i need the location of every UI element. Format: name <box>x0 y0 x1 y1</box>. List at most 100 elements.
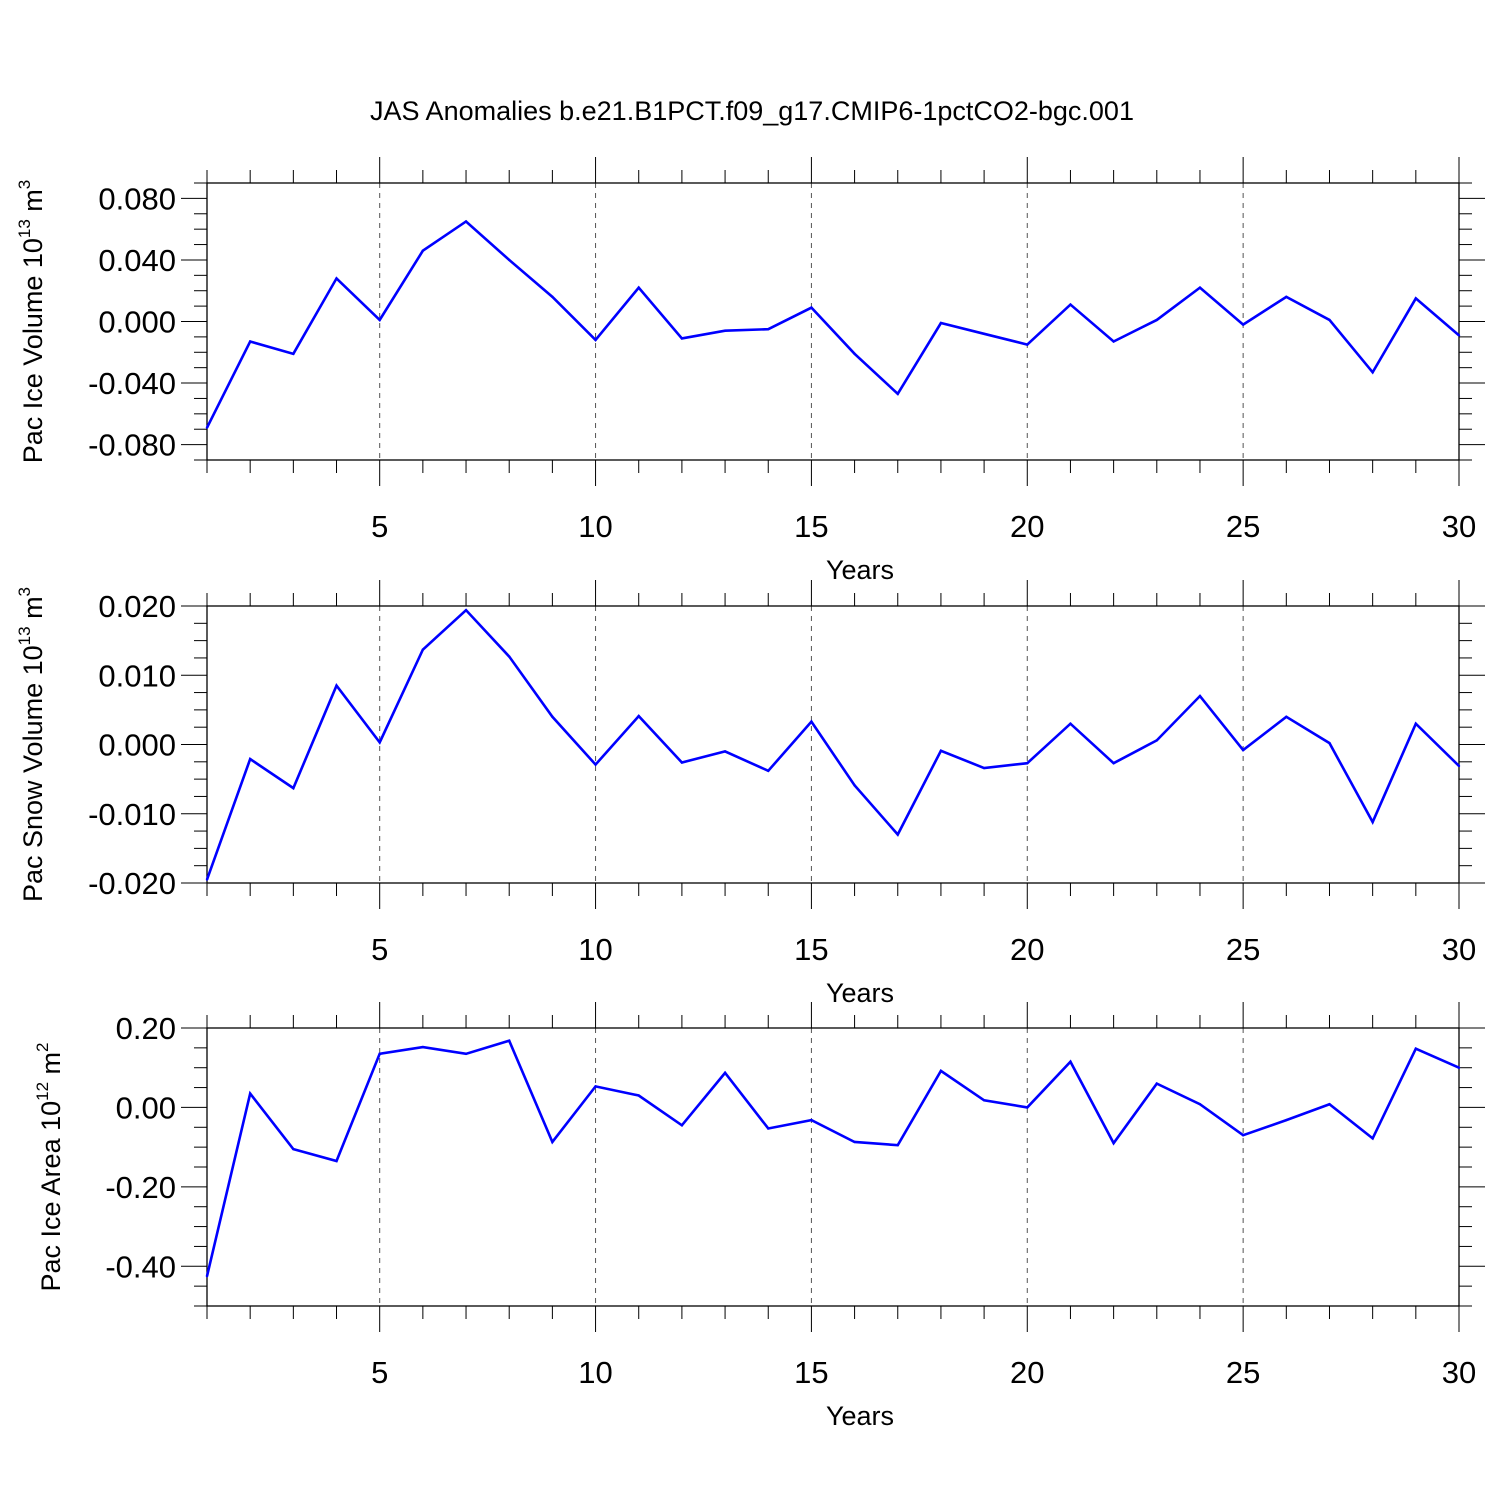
data-point <box>551 295 554 299</box>
data-point <box>939 749 943 752</box>
y-axis-title-superscript: 13 <box>15 219 34 238</box>
y-tick-label: -0.20 <box>105 1170 176 1205</box>
data-point <box>1155 739 1158 742</box>
data-point <box>292 352 295 356</box>
y-tick-label: 0.000 <box>98 305 176 340</box>
data-point <box>1155 1082 1158 1085</box>
y-axis-title-part: m <box>18 189 48 219</box>
x-tick-label: 30 <box>1442 932 1476 967</box>
data-point <box>1198 286 1202 289</box>
data-point <box>205 878 209 881</box>
y-tick-label: -0.010 <box>88 797 176 832</box>
panel-3: -0.40 -0.20 0.00 0.20 5 10 15 20 25 30 Years Pac Ic… <box>33 1002 1485 1431</box>
data-point <box>464 220 468 223</box>
y-tick-label: -0.040 <box>88 366 176 401</box>
data-point <box>637 286 640 289</box>
x-tick-label: 5 <box>371 1355 388 1390</box>
data-point <box>853 784 856 787</box>
data-point <box>1457 334 1461 337</box>
y-axis-title: Pac Snow Volume 1013 m3 <box>15 587 48 902</box>
figure-title: JAS Anomalies b.e21.B1PCT.f09_g17.CMIP6-… <box>370 96 1134 126</box>
data-point <box>421 1045 425 1049</box>
data-point <box>853 1140 856 1144</box>
x-axis-title: Years <box>826 978 894 1008</box>
data-point <box>680 1124 684 1127</box>
data-point <box>1069 722 1072 725</box>
data-point <box>1069 303 1072 306</box>
data-point <box>939 321 943 325</box>
data-point <box>551 715 554 718</box>
data-point <box>508 655 511 658</box>
data-point <box>292 786 295 790</box>
y-axis-title-part: m <box>18 596 48 626</box>
data-point <box>335 684 338 687</box>
data-point <box>594 763 597 766</box>
panel-2: -0.020 -0.010 0.000 0.010 0.020 5 10 15 20 25 30 Ye… <box>15 580 1485 1008</box>
data-point <box>896 392 899 396</box>
data-point <box>637 1094 640 1097</box>
y-tick-label: -0.080 <box>88 428 176 463</box>
data-point <box>1112 761 1115 765</box>
data-point <box>292 1147 295 1151</box>
data-point <box>1241 748 1245 752</box>
data-point <box>464 1052 468 1056</box>
data-point <box>853 352 856 356</box>
data-point <box>335 277 338 280</box>
x-tick-label: 20 <box>1010 932 1044 967</box>
data-point <box>723 750 727 753</box>
series-line <box>205 1039 1460 1277</box>
data-point <box>767 1127 770 1130</box>
data-point <box>1414 297 1418 300</box>
y-axis-title-superscript: 2 <box>33 1042 52 1051</box>
series-line <box>205 608 1460 880</box>
data-point <box>1155 318 1158 322</box>
data-point <box>810 1118 813 1122</box>
data-point <box>896 1143 899 1147</box>
data-point <box>205 426 209 429</box>
x-tick-label: 5 <box>371 509 388 544</box>
data-point <box>1371 820 1374 824</box>
y-tick-label: 0.040 <box>98 243 176 278</box>
data-point <box>939 1069 943 1073</box>
data-point <box>982 332 986 336</box>
data-point <box>1414 722 1418 725</box>
x-tick-label: 30 <box>1442 509 1476 544</box>
data-point <box>1285 295 1288 299</box>
y-tick-label: 0.020 <box>98 589 176 624</box>
x-tick-label: 25 <box>1226 932 1260 967</box>
y-tick-label: -0.40 <box>105 1249 176 1284</box>
x-tick-label: 10 <box>578 1355 612 1390</box>
data-point <box>1069 1060 1072 1063</box>
x-tick-label: 25 <box>1226 1355 1260 1390</box>
y-axis-title-part: m <box>36 1052 66 1082</box>
data-point <box>982 766 986 770</box>
data-point <box>1198 694 1202 698</box>
x-tick-label: 5 <box>371 932 388 967</box>
y-axis-title: Pac Ice Volume 1013 m3 <box>15 180 48 464</box>
y-axis-title-part: Pac Ice Volume 10 <box>18 238 48 463</box>
x-tick-label: 15 <box>794 509 828 544</box>
y-tick-label: -0.020 <box>88 866 176 901</box>
data-point <box>1285 1118 1288 1122</box>
data-point <box>680 337 684 340</box>
data-point <box>1112 1141 1115 1145</box>
y-axis-title-part: Pac Ice Area 10 <box>36 1101 66 1292</box>
data-point <box>723 1071 727 1075</box>
y-axis-title: Pac Ice Area 1012 m2 <box>33 1042 66 1291</box>
data-point <box>421 648 425 651</box>
data-point <box>378 318 381 322</box>
data-point <box>248 340 252 343</box>
y-axis-title-part: Pac Snow Volume 10 <box>18 645 48 902</box>
x-axis-title: Years <box>826 555 894 585</box>
data-point <box>1026 1106 1029 1109</box>
data-point <box>248 757 252 761</box>
data-point <box>508 1039 511 1042</box>
y-tick-label: 0.080 <box>98 181 176 216</box>
data-point <box>1241 323 1245 326</box>
data-point <box>810 306 813 309</box>
data-point <box>421 249 425 252</box>
data-point <box>248 1092 252 1095</box>
data-point <box>594 338 597 342</box>
